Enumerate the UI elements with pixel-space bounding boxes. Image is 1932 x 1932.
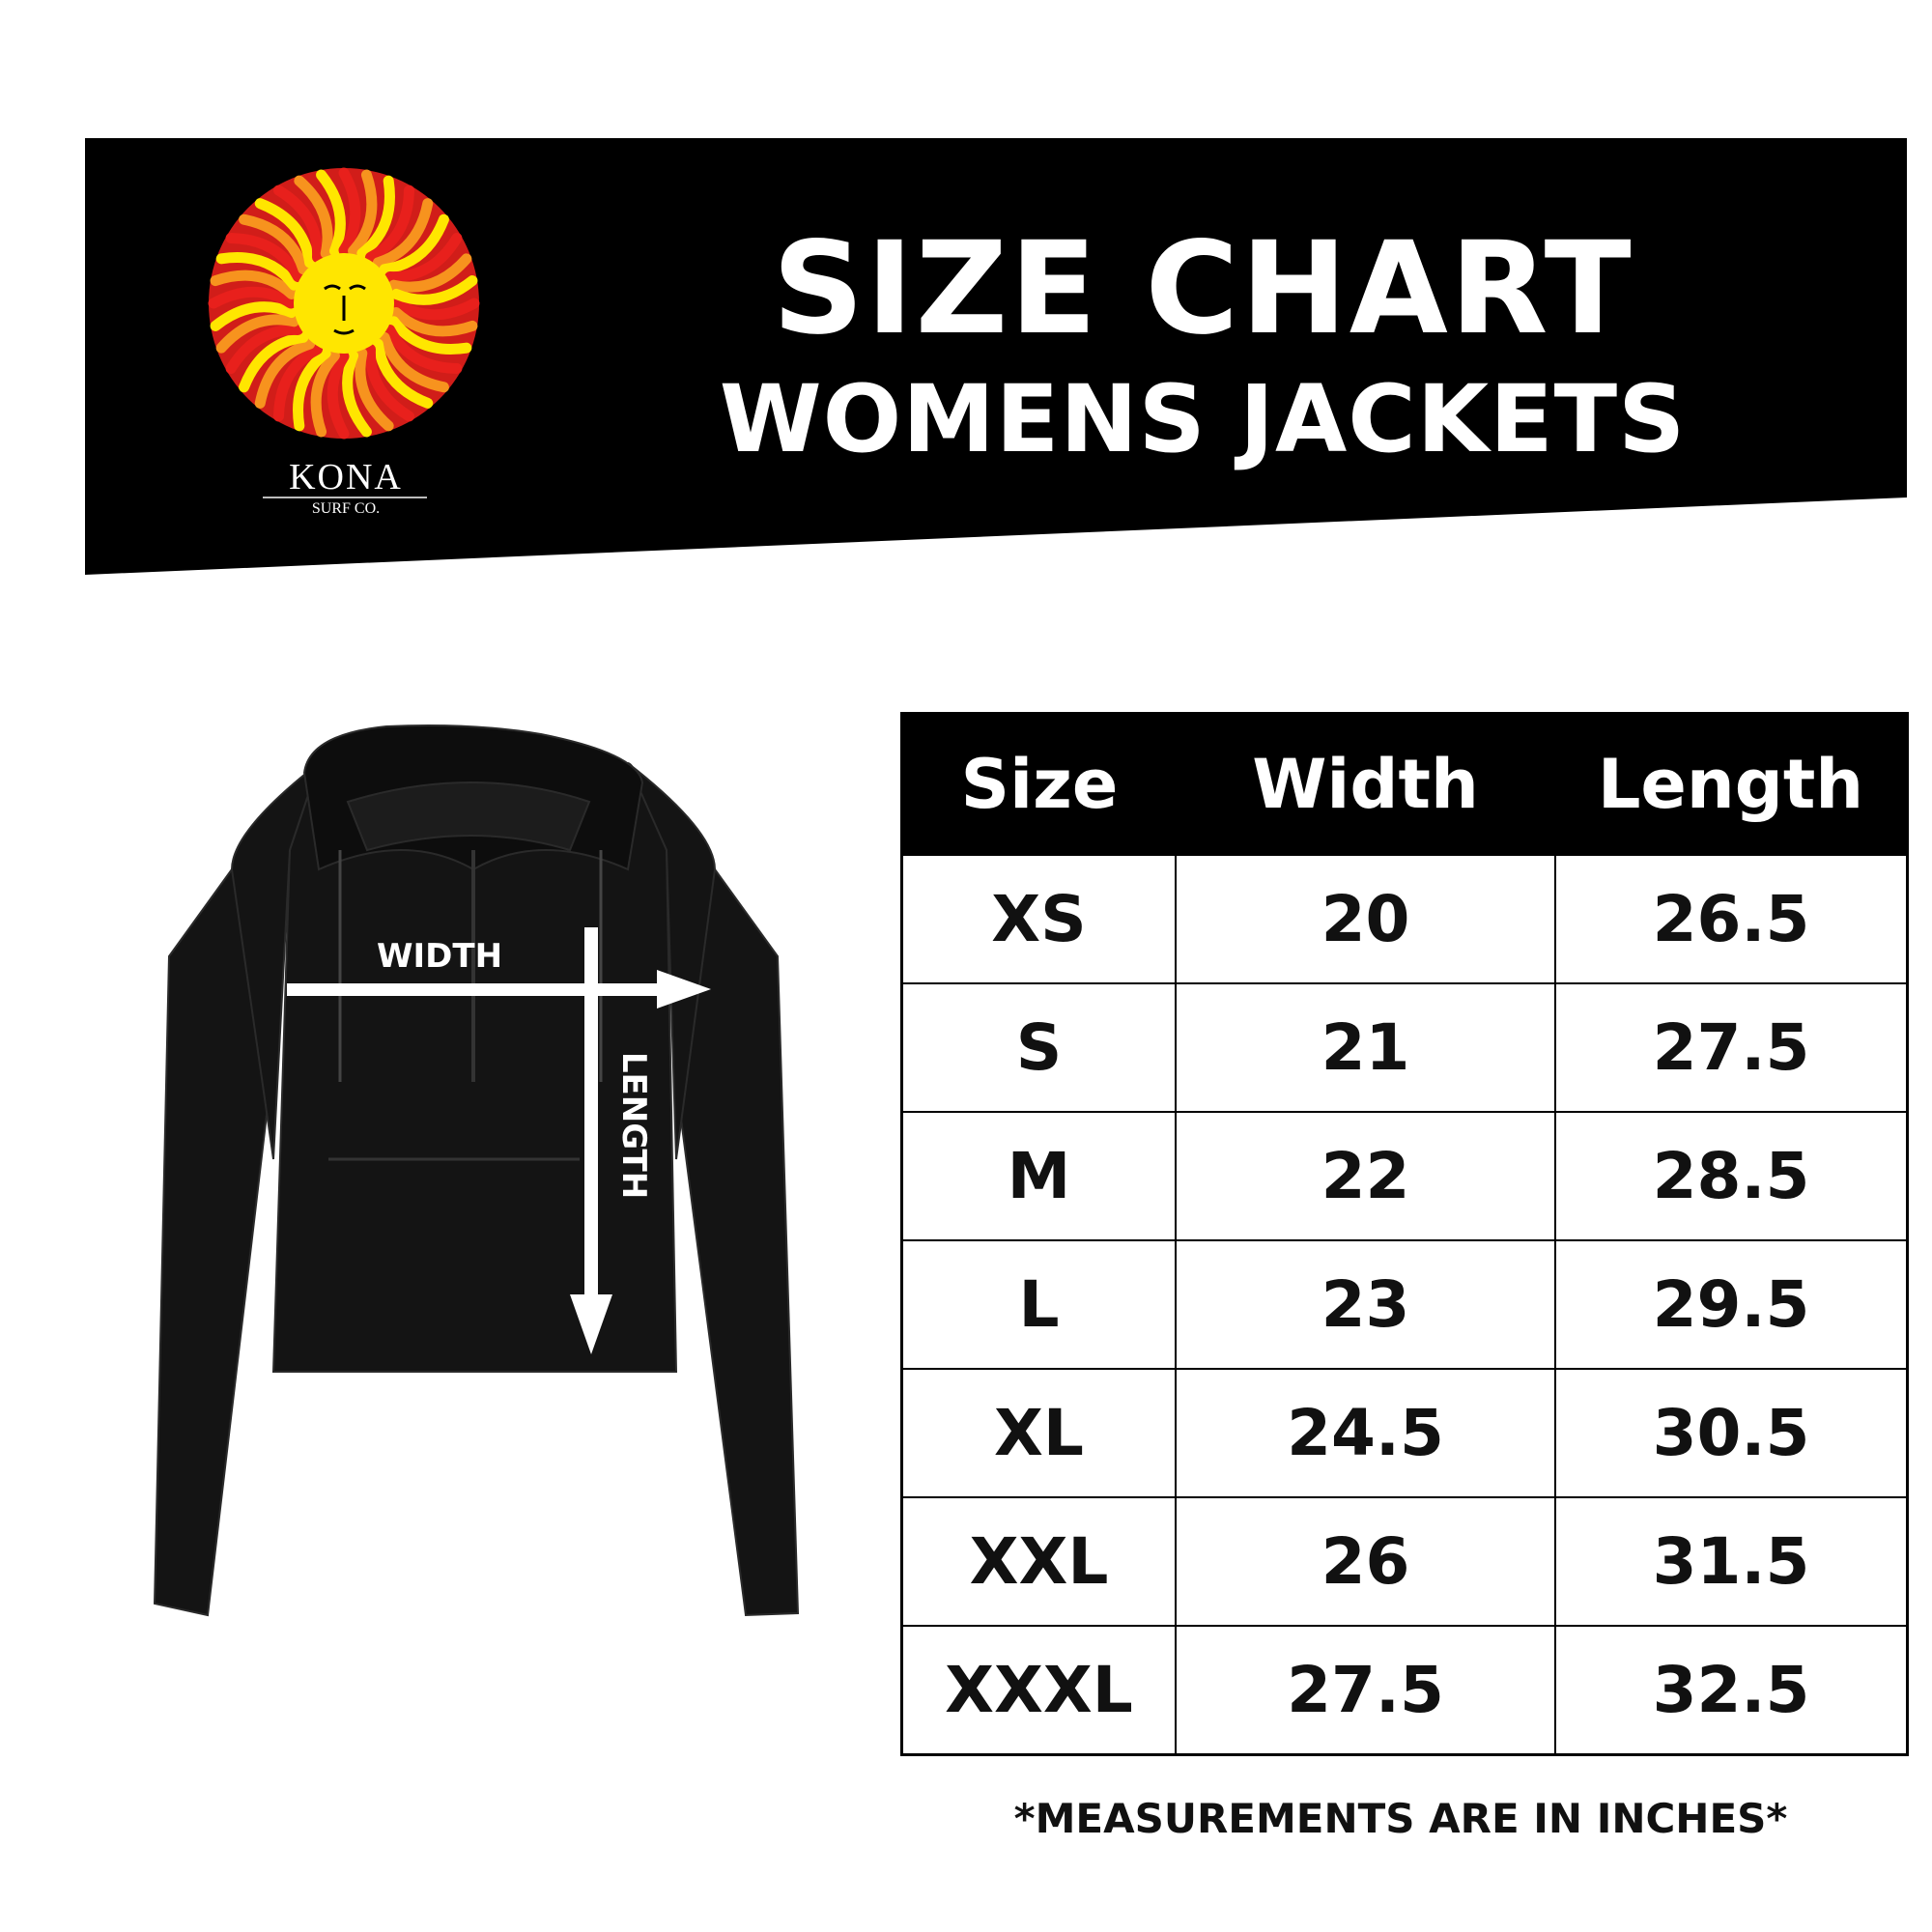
width-label: WIDTH (377, 937, 503, 976)
table-header-row: Size Width Length (901, 713, 1908, 855)
table-row: S 21 27.5 (900, 982, 1909, 1113)
width-cell: 26 (1175, 1496, 1556, 1627)
sun-ray (364, 344, 414, 422)
sun-ray (391, 298, 480, 321)
length-label: LENGTH (614, 1051, 654, 1200)
length-cell: 30.5 (1554, 1368, 1909, 1498)
sun-ray (208, 286, 297, 309)
table-row: XXL 26 31.5 (900, 1496, 1909, 1627)
measurement-note: *MEASUREMENTS ARE IN INCHES* (1013, 1795, 1788, 1842)
size-cell: M (900, 1111, 1177, 1241)
size-cell: XS (900, 854, 1177, 984)
column-header-size: Size (901, 713, 1176, 855)
sun-ray (365, 185, 414, 263)
brand-name: KONA (289, 457, 403, 497)
sun-ray (310, 350, 340, 438)
sun-ray (316, 169, 346, 257)
table-row: M 22 28.5 (900, 1111, 1909, 1241)
table-row: L 23 29.5 (900, 1239, 1909, 1370)
sun-ray (390, 275, 478, 305)
sun-ray (225, 324, 303, 374)
sun-ray (356, 175, 395, 259)
sun-ray (294, 175, 333, 259)
sun-ray (372, 338, 434, 409)
column-header-width: Width (1176, 713, 1555, 855)
length-cell: 27.5 (1554, 982, 1909, 1113)
sun-ray (225, 233, 303, 282)
sun-ray (379, 213, 449, 275)
sun-ray (254, 198, 316, 269)
sun-ray (342, 350, 372, 438)
sun-ray (239, 331, 309, 393)
jacket-diagram (153, 724, 800, 1617)
sun-ray (384, 233, 463, 283)
width-cell: 23 (1175, 1239, 1556, 1370)
page-title: SIZE CHART (772, 214, 1634, 363)
width-cell: 27.5 (1175, 1625, 1556, 1756)
sun-ray (215, 314, 299, 354)
sun-ray (355, 348, 394, 432)
kona-sun-logo (208, 167, 480, 440)
length-cell: 31.5 (1554, 1496, 1909, 1627)
sun-ray (210, 270, 298, 299)
size-cell: XXL (900, 1496, 1177, 1627)
column-header-length: Length (1555, 713, 1908, 855)
length-cell: 29.5 (1554, 1239, 1909, 1370)
table-row: XL 24.5 30.5 (900, 1368, 1909, 1498)
page-subtitle: WOMENS JACKETS (719, 365, 1687, 473)
sun-ray (327, 351, 350, 440)
jacket-illustration (153, 724, 800, 1617)
length-cell: 26.5 (1554, 854, 1909, 984)
sun-ray (388, 316, 472, 355)
width-cell: 21 (1175, 982, 1556, 1113)
sun-ray (348, 169, 378, 257)
size-cell: XL (900, 1368, 1177, 1498)
sun-ray (293, 348, 331, 432)
sun-ray (338, 167, 361, 256)
width-arrow (287, 970, 711, 1009)
length-cell: 32.5 (1554, 1625, 1909, 1756)
sun-ray (254, 338, 316, 409)
size-cell: XXXL (900, 1625, 1177, 1756)
table-row: XXXL 27.5 32.5 (900, 1625, 1909, 1756)
sun-ray (390, 307, 478, 337)
width-cell: 22 (1175, 1111, 1556, 1241)
size-cell: S (900, 982, 1177, 1113)
sun-ray (388, 253, 472, 293)
brand-divider (263, 497, 427, 498)
length-cell: 28.5 (1554, 1111, 1909, 1241)
size-cell: L (900, 1239, 1177, 1370)
sun-ray (372, 198, 434, 269)
sun-ray (379, 331, 449, 393)
brand-subtitle: SURF CO. (311, 500, 381, 517)
length-arrow (570, 927, 612, 1354)
sun-ray (273, 344, 323, 422)
sun-ray (239, 213, 309, 275)
header-banner (85, 138, 1907, 575)
sun-ray (215, 252, 299, 291)
width-cell: 24.5 (1175, 1368, 1556, 1498)
size-table: Size Width Length XS 20 26.5 S 21 27.5 M 22 28.5… (900, 712, 1909, 1756)
sun-ray (210, 301, 298, 331)
sun-ray (273, 185, 324, 263)
width-cell: 20 (1175, 854, 1556, 984)
table-row: XS 20 26.5 (900, 854, 1909, 984)
sun-ray (384, 325, 463, 374)
